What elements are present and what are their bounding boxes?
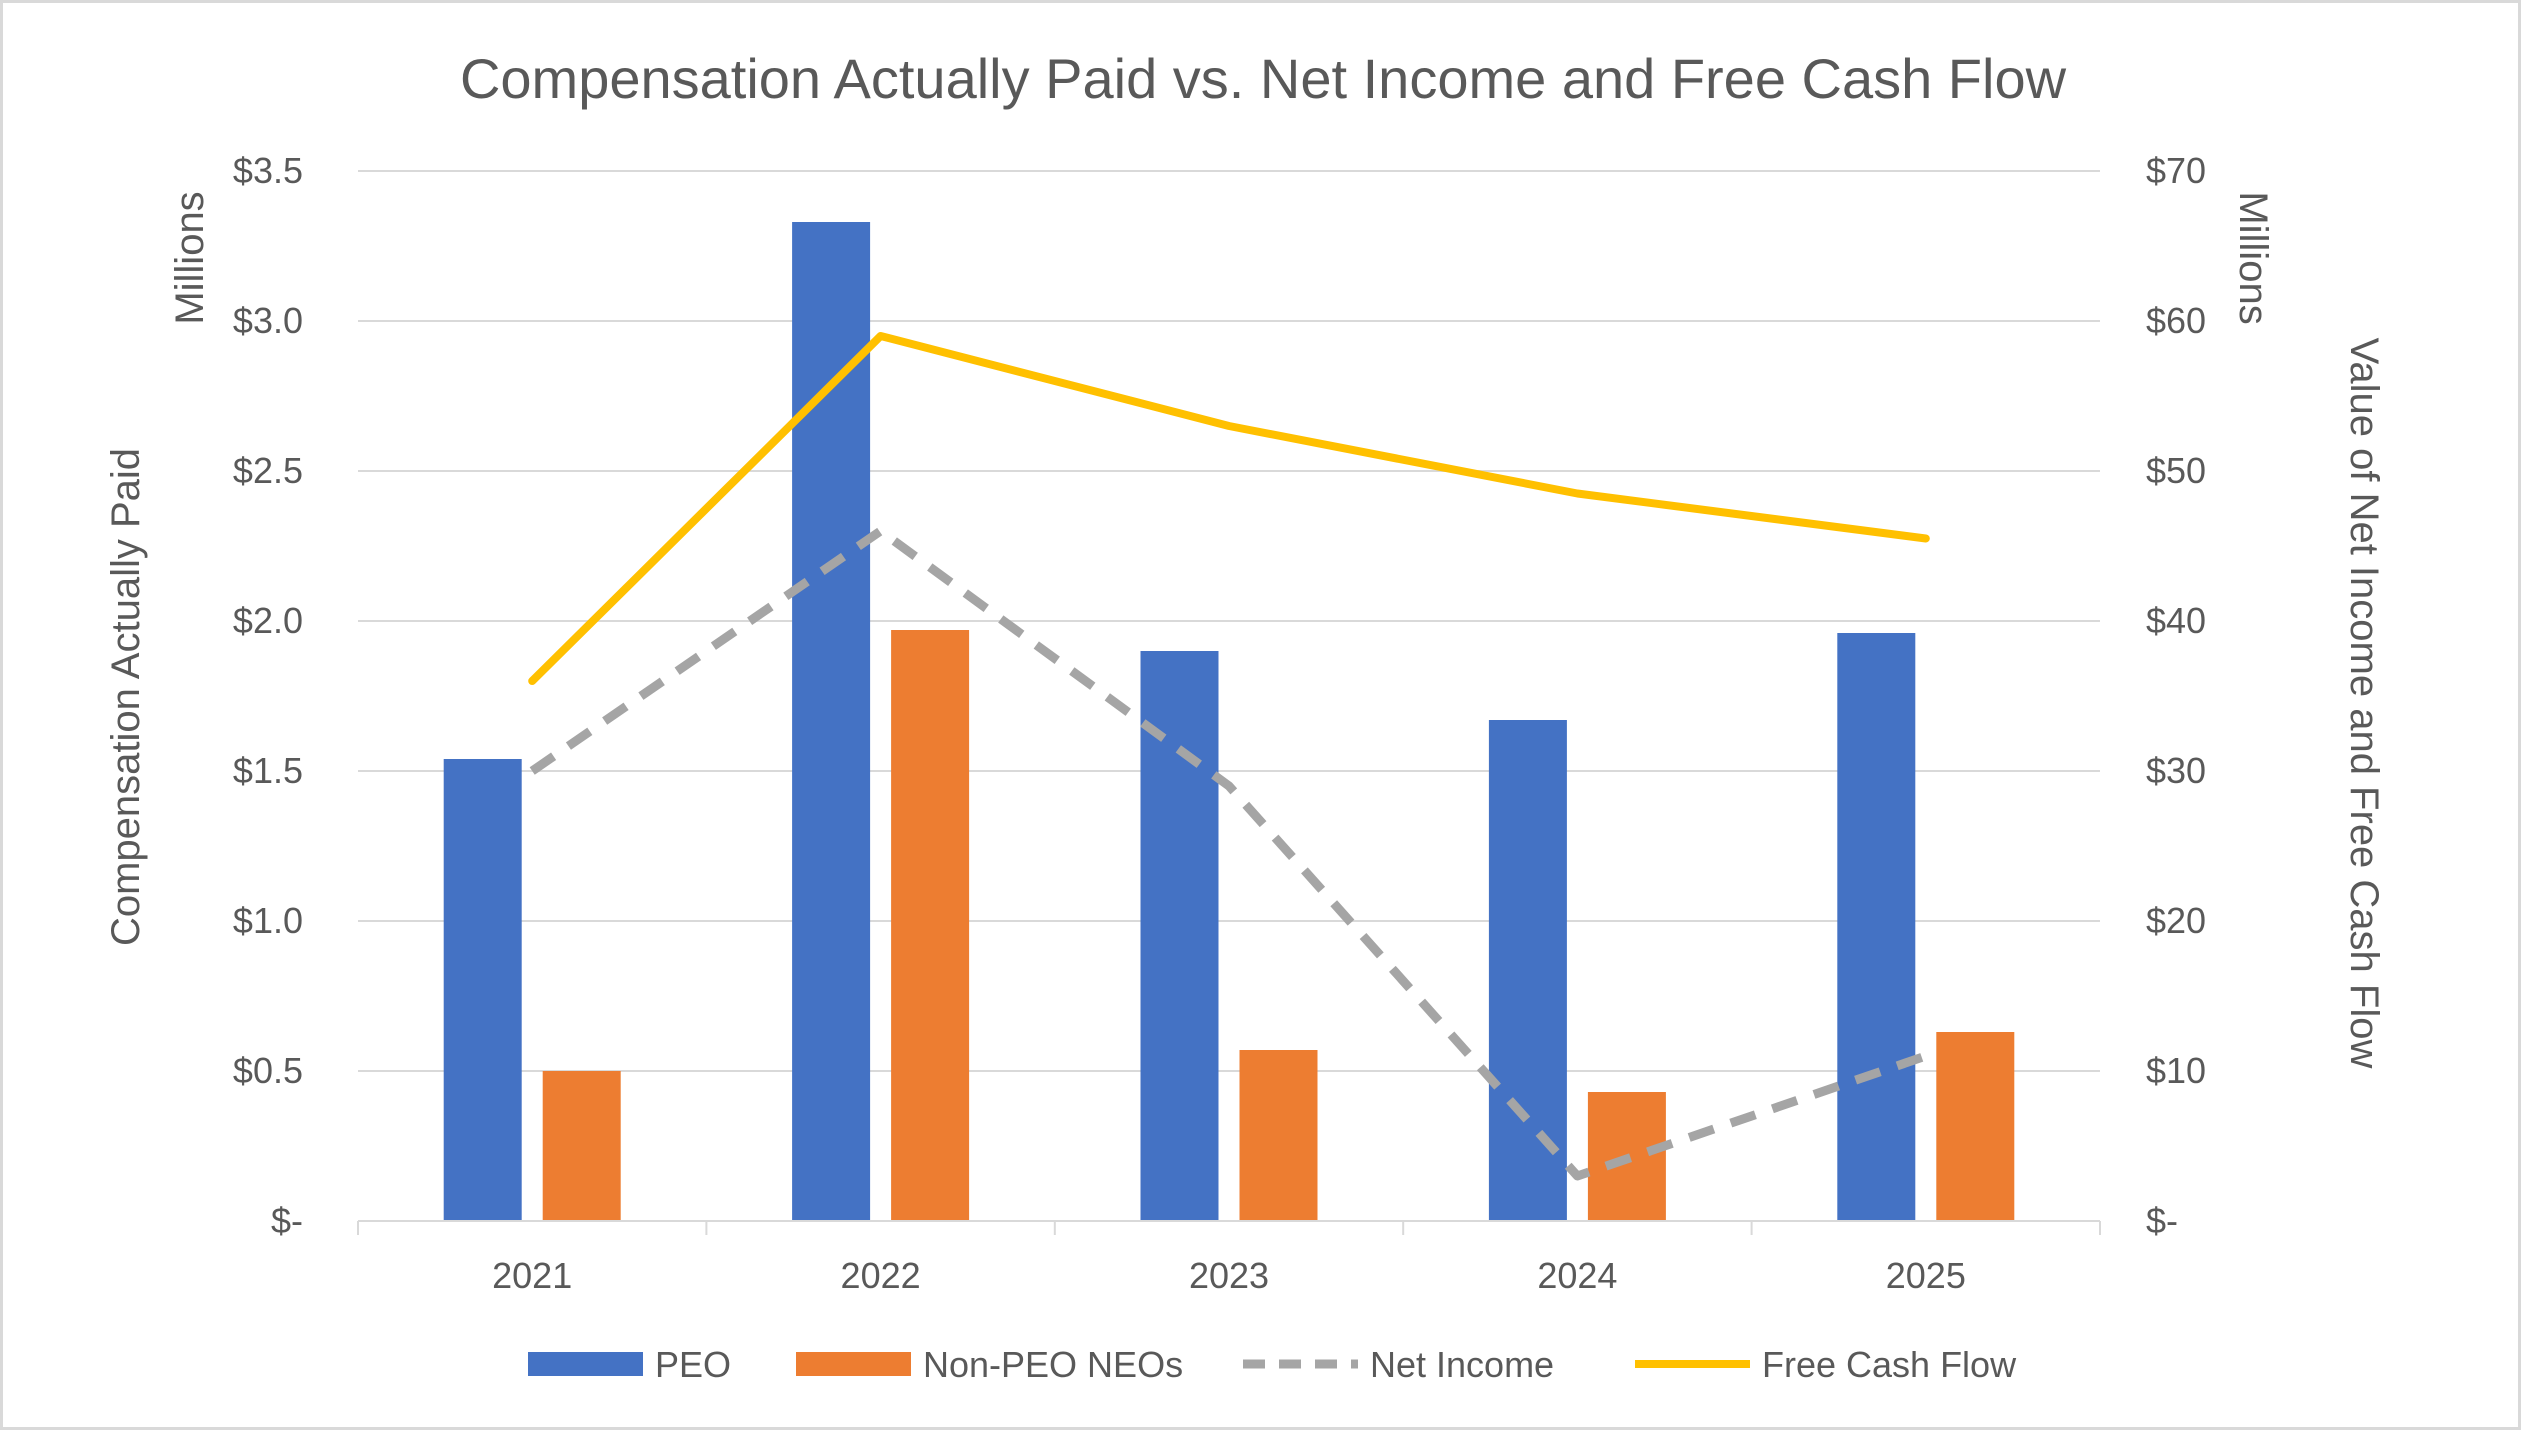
left-axis-tick-label: $1.5 bbox=[233, 750, 303, 791]
line-net-income bbox=[529, 526, 1928, 1181]
left-axis-units-label: Millions bbox=[168, 191, 212, 324]
bar-peo-2025 bbox=[1837, 633, 1916, 1221]
left-axis-tick-label: $2.0 bbox=[233, 600, 303, 641]
x-axis-tick-label: 2023 bbox=[1189, 1255, 1269, 1296]
legend-swatch-peo bbox=[528, 1352, 643, 1376]
right-axis-tick-label: $60 bbox=[2146, 300, 2206, 341]
right-axis-tick-label: $30 bbox=[2146, 750, 2206, 791]
left-axis-tick-label: $- bbox=[271, 1200, 303, 1241]
legend-label-free-cash-flow: Free Cash Flow bbox=[1762, 1344, 2017, 1385]
bar-peo-2024 bbox=[1488, 720, 1567, 1221]
bar-non-peo-neos-2021 bbox=[542, 1071, 621, 1221]
right-axis-title: Value of Net Income and Free Cash Flow bbox=[2342, 338, 2386, 1069]
legend: PEO Non-PEO NEOs Net Income Free Cash Flow bbox=[528, 1344, 2017, 1385]
x-axis-tick-label: 2025 bbox=[1886, 1255, 1966, 1296]
bar-non-peo-neos-2023 bbox=[1239, 1050, 1318, 1221]
x-axis-tick-label: 2022 bbox=[841, 1255, 921, 1296]
bar-peo-2022 bbox=[792, 222, 871, 1221]
left-axis-tick-label: $1.0 bbox=[233, 900, 303, 941]
left-axis-title: Compensation Actually Paid bbox=[104, 448, 148, 946]
x-axis bbox=[357, 1220, 2101, 1235]
right-axis-tick-label: $70 bbox=[2146, 150, 2206, 191]
bar-peo-2023 bbox=[1140, 651, 1219, 1221]
left-axis-tick-label: $2.5 bbox=[233, 450, 303, 491]
right-axis-tick-label: $10 bbox=[2146, 1050, 2206, 1091]
right-axis-tick-label: $- bbox=[2146, 1200, 2178, 1241]
right-axis-tick-label: $40 bbox=[2146, 600, 2206, 641]
legend-label-net-income: Net Income bbox=[1370, 1344, 1554, 1385]
legend-label-non-peo-neos: Non-PEO NEOs bbox=[923, 1344, 1183, 1385]
legend-label-peo: PEO bbox=[655, 1344, 731, 1385]
right-axis-tick-label: $50 bbox=[2146, 450, 2206, 491]
line-series bbox=[528, 332, 1930, 1181]
right-axis-units-label: Millions bbox=[2231, 191, 2275, 324]
line-free-cash-flow bbox=[528, 332, 1930, 685]
combo-chart: Compensation Actually Paid vs. Net Incom… bbox=[104, 47, 2386, 1385]
left-axis-tick-label: $3.0 bbox=[233, 300, 303, 341]
x-axis-tick-label: 2024 bbox=[1537, 1255, 1617, 1296]
x-axis-tick-labels: 2021 2022 2023 2024 2025 bbox=[492, 1255, 1966, 1296]
gridlines bbox=[358, 170, 2100, 1072]
legend-swatch-non-peo-neos bbox=[796, 1352, 911, 1376]
x-axis-tick-label: 2021 bbox=[492, 1255, 572, 1296]
bar-non-peo-neos-2022 bbox=[891, 630, 970, 1221]
right-axis-ticks: $- $10 $20 $30 $40 $50 $60 $70 bbox=[2146, 150, 2206, 1241]
right-axis-tick-label: $20 bbox=[2146, 900, 2206, 941]
bar-peo-2021 bbox=[443, 759, 522, 1221]
bar-non-peo-neos-2025 bbox=[1936, 1032, 2015, 1221]
left-axis-tick-label: $3.5 bbox=[233, 150, 303, 191]
chart-title: Compensation Actually Paid vs. Net Incom… bbox=[460, 47, 2067, 110]
left-axis-tick-label: $0.5 bbox=[233, 1050, 303, 1091]
left-axis-ticks: $- $0.5 $1.0 $1.5 $2.0 $2.5 $3.0 $3.5 bbox=[233, 150, 303, 1241]
